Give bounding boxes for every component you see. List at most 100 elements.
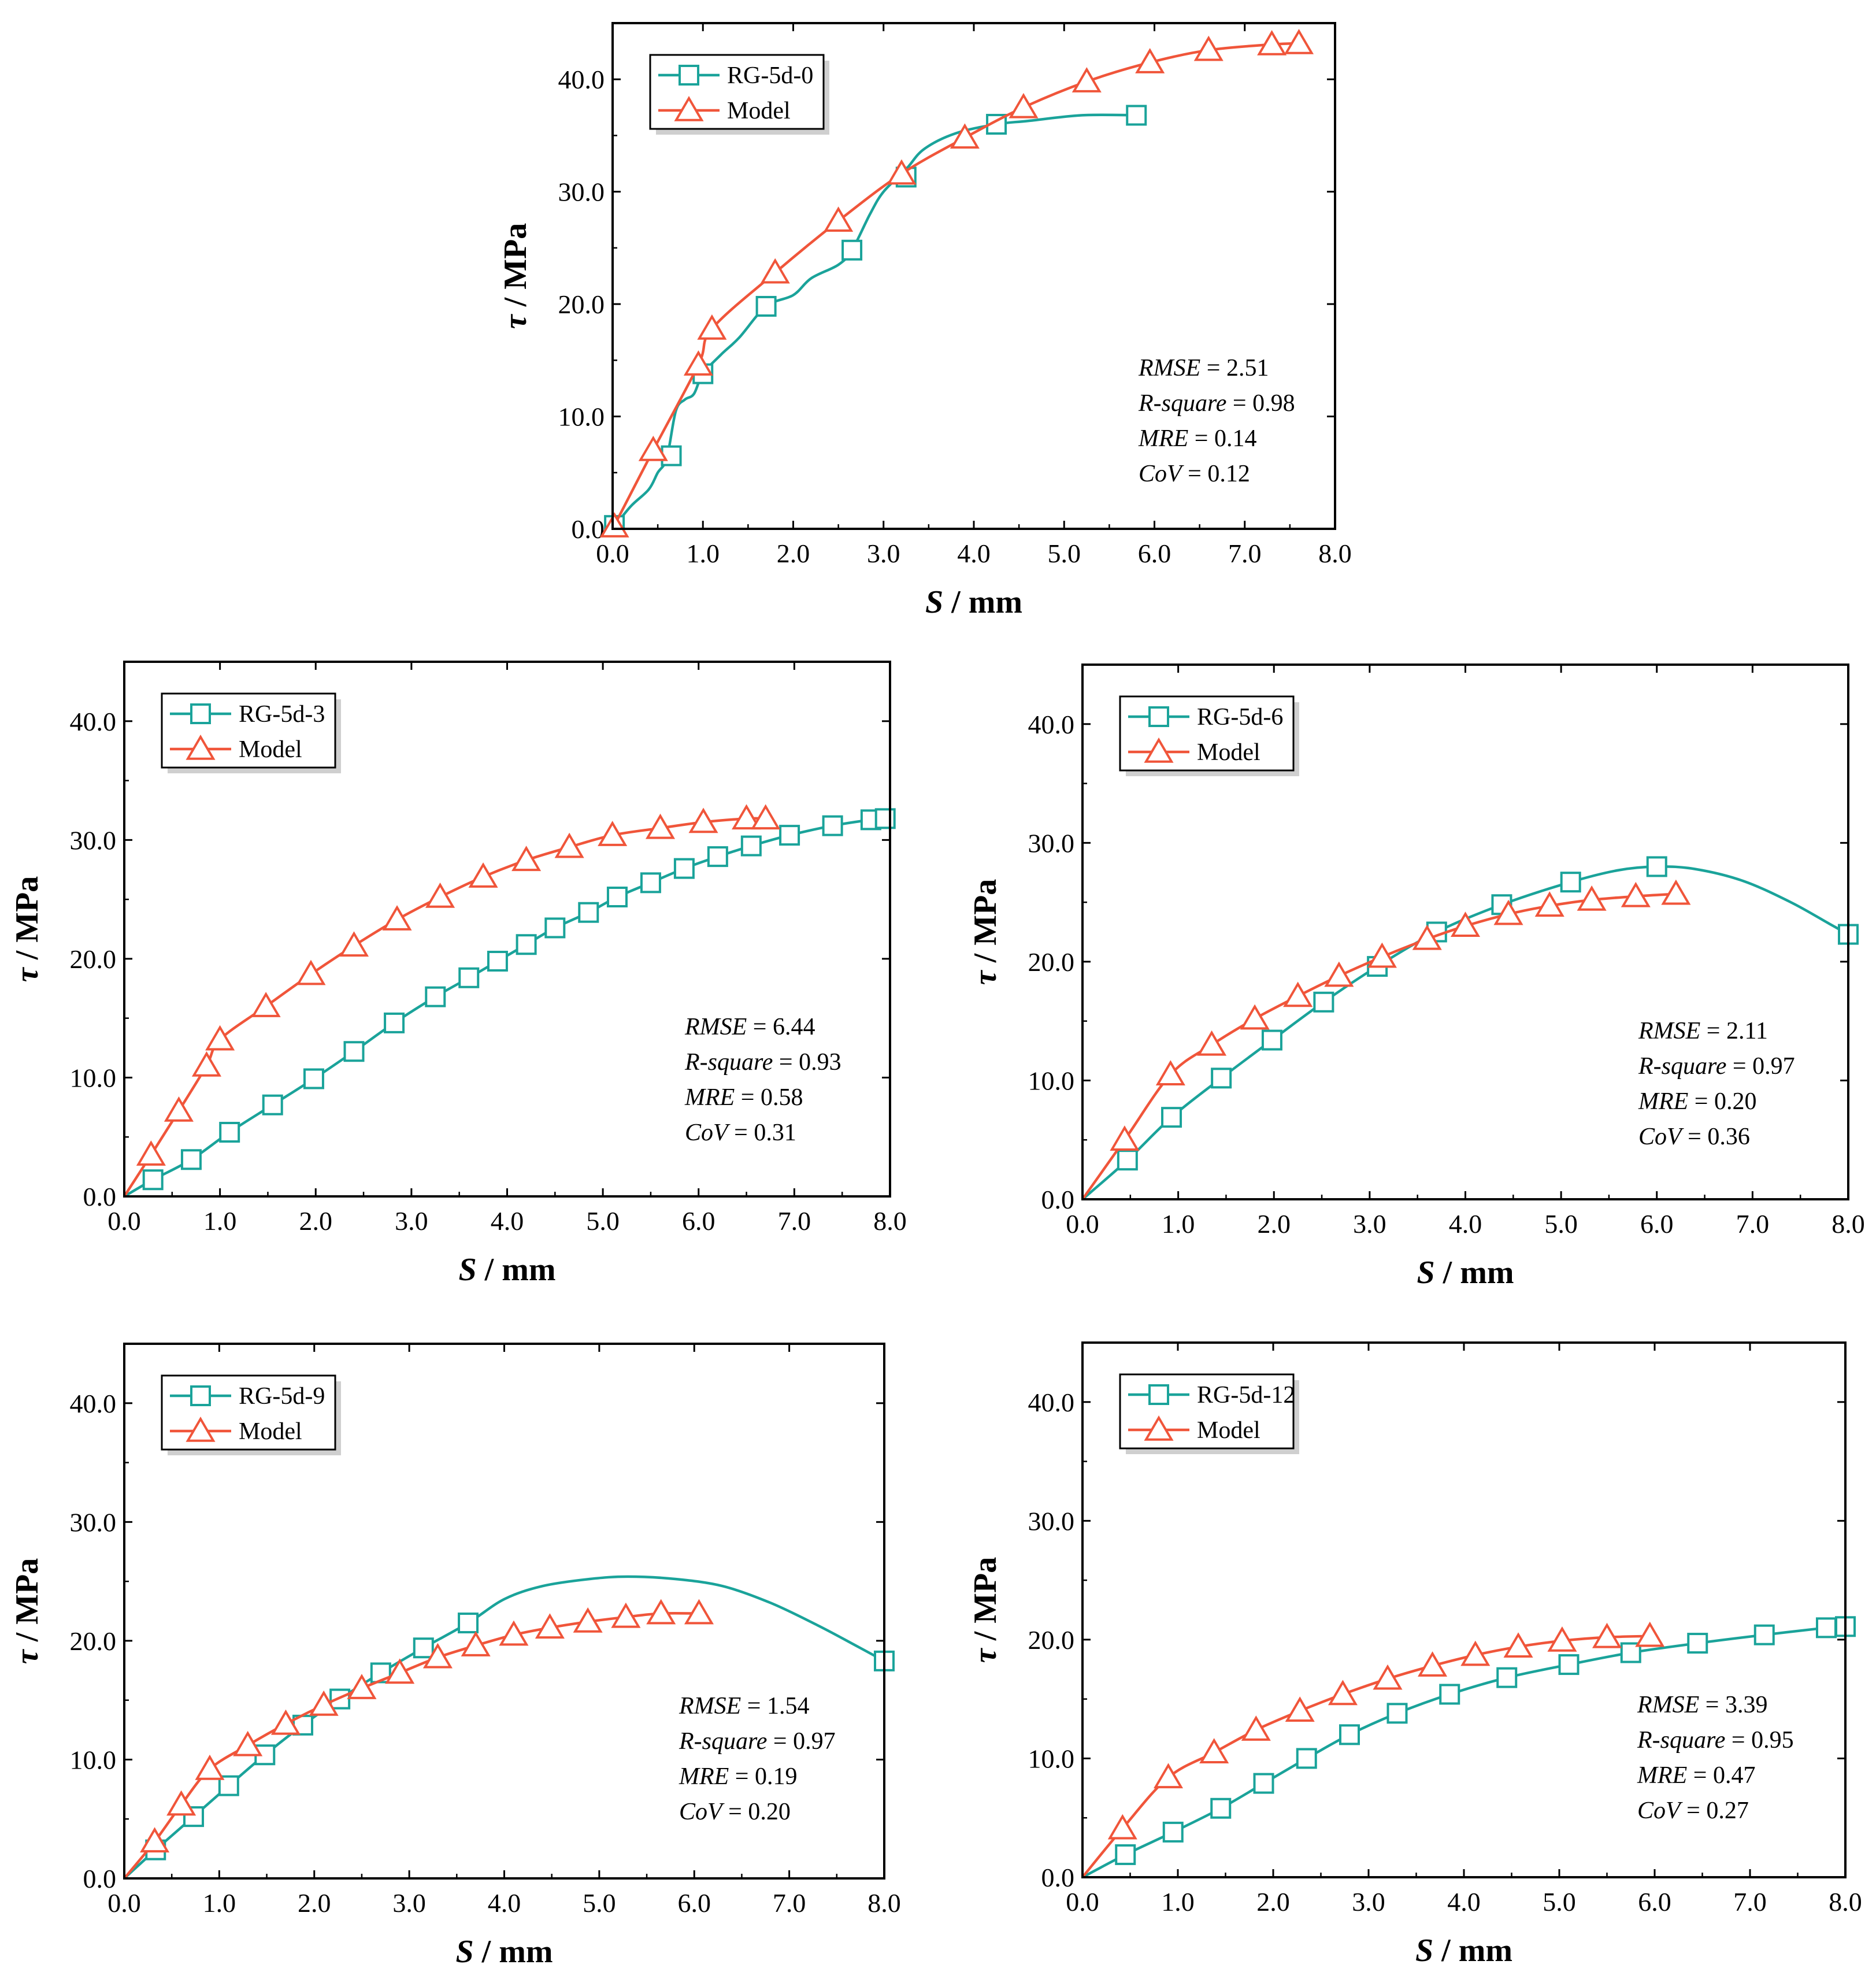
y-tick-label: 40.0 [558,65,605,94]
x-tick-label: 4.0 [1447,1887,1481,1917]
data-point [1193,35,1224,61]
data-point [1241,1715,1271,1741]
legend-label: Model [727,98,791,124]
data-point [1283,981,1313,1007]
stat-value: 0.19 [755,1763,798,1790]
series-line [1081,892,1677,1200]
legend-label: Model [239,736,302,763]
data-point [684,1599,714,1625]
stat-line: MRE = 0.14 [1138,425,1256,452]
data-point [1210,1797,1232,1819]
data-point [1313,991,1334,1013]
stat-equals: = [747,1014,773,1040]
stat-equals: = [1182,461,1208,487]
stat-equals: = [1726,1053,1752,1080]
plot-frame [1081,1341,1847,1878]
data-point [1339,1724,1360,1745]
stat-name: CoV [679,1799,725,1825]
data-point [382,905,412,931]
data-point [499,1620,529,1646]
y-tick-label: 40.0 [1028,710,1075,739]
data-point [1285,1696,1315,1722]
y-axis-label: τ / MPa [967,1557,1003,1663]
x-tick-label: 6.0 [1138,539,1171,568]
stat-line: R-square = 0.93 [684,1049,841,1076]
chart-panel-3: 0.0 1.0 2.0 3.0 4.0 5.0 6.0 7.0 8.0 0.0 10.0 20.0 30… [9,1343,901,1970]
data-point [1328,1680,1358,1706]
data-point [1211,1068,1232,1089]
stat-equals: = [1226,390,1252,417]
x-tick-label: 6.0 [682,1206,715,1236]
x-tick-label: 5.0 [1048,539,1081,568]
chart-panel-2: 0.0 1.0 2.0 3.0 4.0 5.0 6.0 7.0 8.0 0.0 10.0 20.0 30… [967,664,1865,1291]
x-tick-label: 2.0 [299,1206,333,1236]
series-Model [123,1599,714,1880]
stat-equals: = [1682,1124,1708,1150]
data-point [1386,1703,1408,1724]
x-tick-label: 2.0 [777,539,810,568]
series-RG-5d-9 [123,1575,895,1880]
data-point [140,1827,170,1853]
stat-line: RMSE = 2.11 [1638,1018,1768,1044]
y-tick-label: 20.0 [70,944,117,974]
x-tick-label: 3.0 [1352,1887,1385,1917]
y-tick-label: 0.0 [1041,1863,1075,1892]
data-point [1687,1633,1708,1654]
x-tick-label: 5.0 [1544,1209,1578,1239]
y-axis-label: τ / MPa [9,876,45,982]
series-line [611,113,1137,530]
data-point [1072,67,1102,92]
y-axis-unit: / MPa [9,1558,45,1650]
y-tick-label: 10.0 [70,1745,117,1774]
data-point [874,808,896,829]
x-tick-label: 1.0 [203,1206,237,1236]
legend-label: RG-5d-9 [239,1383,325,1410]
stat-line: RMSE = 6.44 [684,1014,815,1040]
x-tick-label: 4.0 [1449,1209,1482,1239]
x-tick-label: 5.0 [586,1206,620,1236]
data-point [385,1658,415,1684]
stat-name: MRE [684,1084,735,1111]
series-line [123,1611,699,1880]
x-tick-label: 0.0 [107,1888,141,1918]
data-point [760,258,790,284]
stat-value: 0.95 [1751,1727,1794,1754]
legend: RG-5d-3 Model [161,692,341,773]
stat-equals: = [1681,1797,1707,1824]
x-axis-label: S / mm [458,1252,555,1288]
data-point [1117,1150,1138,1171]
data-point [1460,1640,1491,1666]
data-point [638,435,668,461]
stat-value: 0.14 [1214,425,1257,452]
data-point [425,883,455,908]
data-point [1197,1030,1227,1056]
data-point [136,1140,166,1166]
stat-value: 3.39 [1725,1692,1768,1718]
stat-equals: = [1700,1018,1726,1044]
x-tick-label: 7.0 [778,1206,811,1236]
data-point [1560,872,1581,893]
stat-name: RMSE [679,1693,741,1719]
data-point [1635,1621,1665,1647]
x-tick-label: 4.0 [957,539,991,568]
legend-label: Model [1197,739,1260,766]
y-axis-variable: τ [9,966,45,982]
x-tick-label: 0.0 [1066,1209,1099,1239]
stat-equals: = [1200,355,1226,381]
data-point [461,1631,491,1656]
x-tick-label: 4.0 [491,1206,524,1236]
stat-name: CoV [685,1120,731,1146]
x-axis-unit: / mm [474,1934,553,1970]
stat-line: R-square = 0.98 [1138,390,1295,417]
y-axis-unit: / MPa [967,1557,1003,1649]
data-point [1577,885,1607,911]
data-point [422,1643,453,1669]
stat-line: R-square = 0.95 [1637,1727,1794,1754]
stat-line: RMSE = 3.39 [1637,1692,1767,1718]
data-point [1753,1624,1775,1645]
data-point [1412,924,1442,950]
legend: RG-5d-9 Model [161,1374,341,1455]
data-point [646,1599,676,1625]
series-line [1081,1625,1846,1878]
